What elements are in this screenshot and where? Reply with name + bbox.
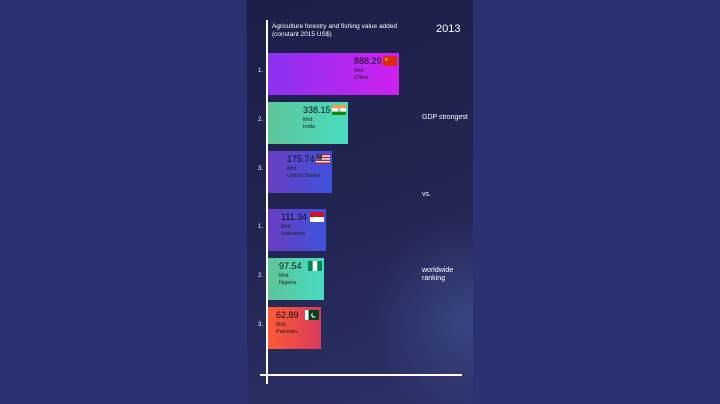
chart-title: Agriculture forestry and fishing value a… xyxy=(272,23,398,38)
rank-label-united-states: 3. xyxy=(258,166,264,172)
x-axis-line xyxy=(260,374,462,376)
unit-country-label-united-states: Mrd. United States xyxy=(287,166,320,179)
rank-label-nigeria: 2. xyxy=(258,273,264,279)
country-label-china: China xyxy=(354,74,369,81)
country-label-indonesia: Indonesia xyxy=(281,230,305,237)
bar-indonesia: 111.34 Mrd. Indonesia xyxy=(268,209,326,251)
chart-panel: Agriculture forestry and fishing value a… xyxy=(247,0,473,404)
unit-label: Mrd. xyxy=(354,68,365,74)
unit-label: Mrd. xyxy=(281,224,292,230)
unit-country-label-india: Mrd. India xyxy=(303,117,315,130)
india-flag-icon xyxy=(332,105,346,115)
unit-label: Mrd. xyxy=(303,117,314,123)
bar-nigeria: 97.54 Mrd. Nigeria xyxy=(268,258,324,300)
value-label-pakistan: 62.89 xyxy=(276,310,299,320)
unit-label: Mrd. xyxy=(279,273,290,279)
china-flag-icon: ★ xyxy=(383,56,397,66)
value-label-india: 338.15 xyxy=(303,105,331,115)
unit-country-label-nigeria: Mrd. Nigeria xyxy=(279,273,296,286)
background-glow xyxy=(367,220,473,404)
rank-label-indonesia: 1. xyxy=(258,224,264,230)
country-label-united-states: United States xyxy=(287,172,321,179)
bar-united-states: 175.74 Mrd. United States xyxy=(268,151,332,193)
rank-label-india: 2. xyxy=(258,117,264,123)
usa-flag-icon xyxy=(316,154,330,164)
bar-china: 888.29 Mrd. China ★ xyxy=(268,53,399,95)
pakistan-flag-icon xyxy=(305,310,319,320)
indonesia-flag-icon xyxy=(310,212,324,222)
nigeria-flag-icon xyxy=(308,261,322,271)
year-label: 2013 xyxy=(436,23,461,35)
value-label-united-states: 175.74 xyxy=(287,154,315,164)
rank-label-pakistan: 3. xyxy=(258,322,264,328)
side-label-gdp-strongest: GDP strongest xyxy=(422,114,468,121)
unit-country-label-pakistan: Mrd. Pakistan xyxy=(276,322,297,335)
unit-country-label-indonesia: Mrd. Indonesia xyxy=(281,224,305,237)
unit-label: Mrd. xyxy=(276,322,287,328)
country-label-pakistan: Pakistan xyxy=(276,328,298,335)
side-label-worldwide-ranking: worldwide ranking xyxy=(422,267,454,282)
bar-india: 338.15 Mrd. India xyxy=(268,102,348,144)
side-label-vs: vs. xyxy=(422,191,431,198)
value-label-indonesia: 111.34 xyxy=(281,212,308,222)
country-label-india: India xyxy=(303,123,315,130)
y-axis-line xyxy=(266,20,268,384)
country-label-nigeria: Nigeria xyxy=(279,279,297,286)
value-label-china: 888.29 xyxy=(354,56,382,66)
value-label-nigeria: 97.54 xyxy=(279,261,302,271)
bar-pakistan: 62.89 Mrd. Pakistan xyxy=(268,307,321,349)
unit-country-label-china: Mrd. China xyxy=(354,68,368,81)
svg-text:★: ★ xyxy=(384,57,389,63)
rank-label-china: 1. xyxy=(258,68,264,74)
unit-label: Mrd. xyxy=(287,166,298,172)
